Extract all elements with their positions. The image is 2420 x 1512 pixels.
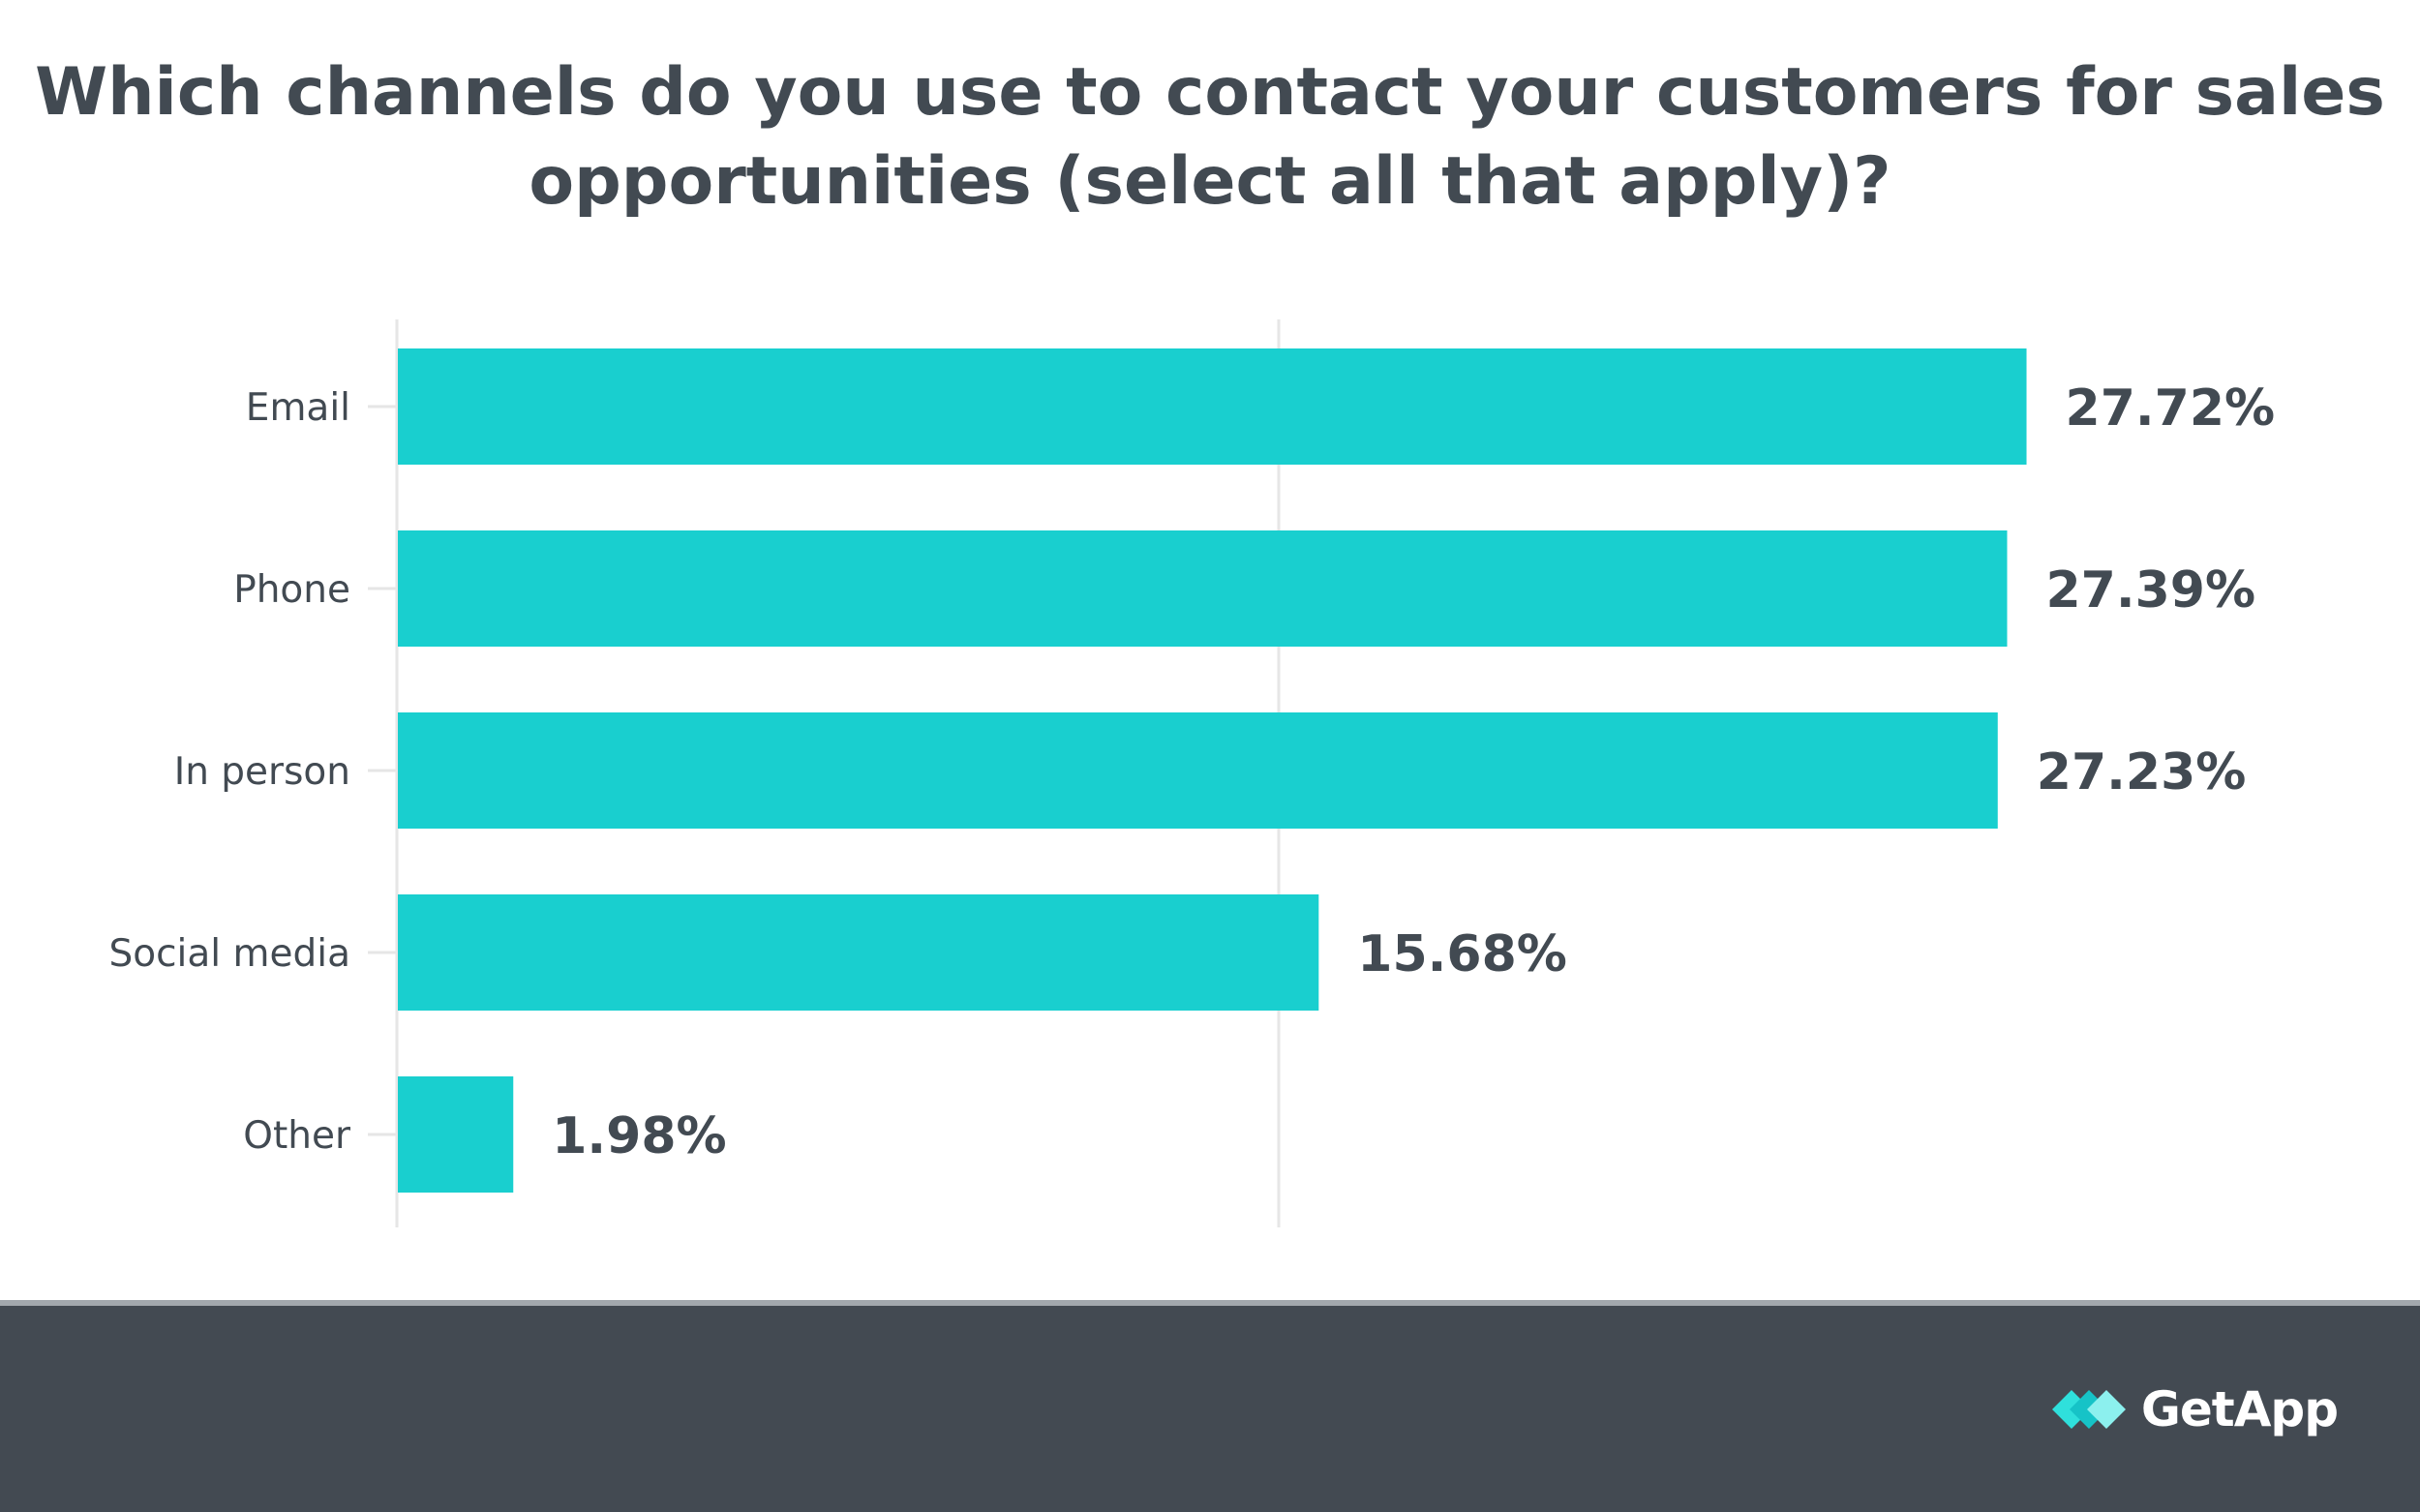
bars-layer	[398, 348, 2027, 1193]
bar	[398, 348, 2027, 465]
value-label: 15.68%	[1357, 925, 1567, 983]
category-label: Social media	[108, 932, 350, 976]
value-label: 27.72%	[2066, 379, 2276, 438]
bar	[398, 894, 1319, 1011]
bar	[398, 1076, 514, 1193]
getapp-logo-icon	[2051, 1390, 2126, 1429]
bar-chart: Email 27.72% Phone 27.39% In person 27.23% Soc…	[108, 319, 2275, 1227]
value-label: 1.98%	[552, 1107, 726, 1165]
bar	[398, 530, 2008, 647]
value-label: 27.39%	[2045, 561, 2255, 620]
chart-title: Which channels do you use to contact you…	[35, 54, 2385, 220]
brand-logo: GetApp	[2051, 1381, 2339, 1437]
bar	[398, 712, 1998, 829]
footer-bar: GetApp	[0, 1300, 2420, 1512]
category-label: In person	[174, 750, 350, 794]
brand-name: GetApp	[2140, 1381, 2339, 1437]
category-label: Email	[246, 386, 350, 430]
category-label: Phone	[233, 568, 350, 612]
labels-layer: Email 27.72% Phone 27.39% In person 27.23% Soc…	[108, 379, 2275, 1165]
value-label: 27.23%	[2037, 743, 2247, 801]
category-label: Other	[243, 1114, 351, 1158]
